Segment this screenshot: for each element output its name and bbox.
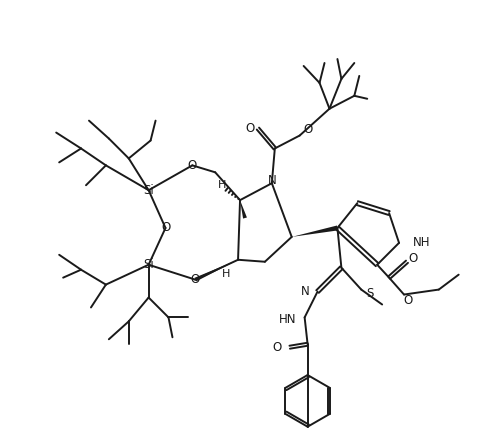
Text: S: S bbox=[366, 287, 373, 300]
Text: N: N bbox=[301, 285, 309, 298]
Text: O: O bbox=[188, 159, 197, 172]
Text: O: O bbox=[246, 122, 254, 135]
Text: O: O bbox=[403, 294, 413, 307]
Polygon shape bbox=[240, 200, 247, 218]
Text: O: O bbox=[191, 273, 200, 286]
Polygon shape bbox=[292, 226, 338, 237]
Text: O: O bbox=[161, 222, 170, 234]
Text: H: H bbox=[218, 180, 226, 190]
Text: Si: Si bbox=[143, 184, 154, 197]
Text: O: O bbox=[273, 341, 282, 354]
Text: NH: NH bbox=[413, 236, 430, 250]
Text: O: O bbox=[408, 252, 418, 265]
Text: H: H bbox=[222, 269, 230, 279]
Text: N: N bbox=[268, 174, 276, 187]
Text: HN: HN bbox=[279, 313, 297, 326]
Text: Si: Si bbox=[143, 258, 154, 271]
Polygon shape bbox=[194, 260, 238, 281]
Text: O: O bbox=[303, 123, 312, 136]
